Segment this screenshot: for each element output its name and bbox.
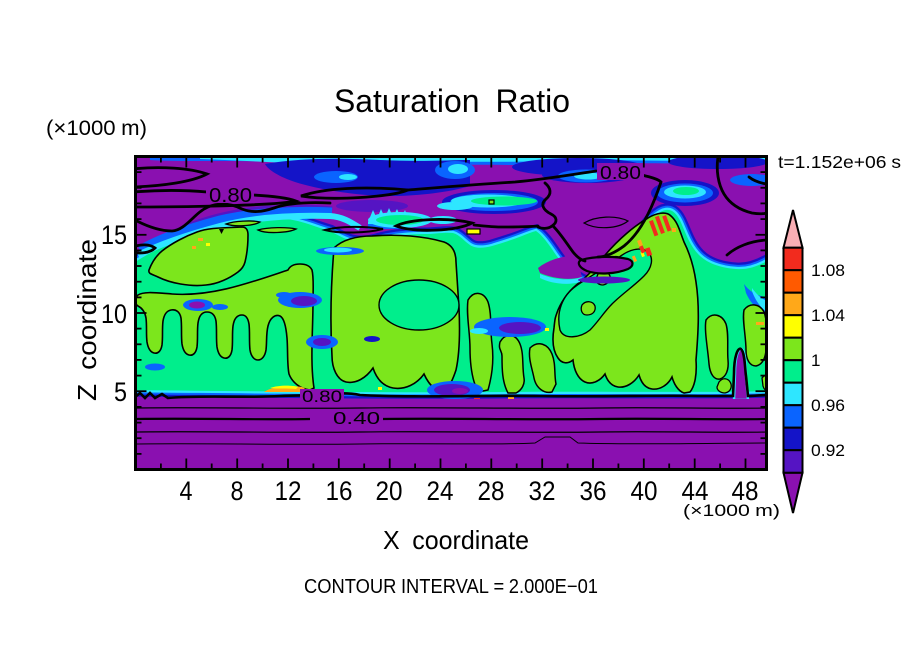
svg-text:X coordinate: X coordinate <box>383 525 529 555</box>
svg-text:0.80: 0.80 <box>302 387 342 406</box>
svg-text:8: 8 <box>231 476 244 506</box>
svg-text:36: 36 <box>580 476 607 506</box>
svg-text:Z coordinate: Z coordinate <box>72 239 102 401</box>
svg-text:1: 1 <box>811 351 820 370</box>
svg-text:(×1000 m): (×1000 m) <box>683 501 780 520</box>
svg-text:10: 10 <box>101 299 127 329</box>
svg-text:CONTOUR INTERVAL = 2.000E−01: CONTOUR INTERVAL = 2.000E−01 <box>304 576 598 598</box>
svg-text:0.80: 0.80 <box>209 185 252 207</box>
svg-text:(×1000 m): (×1000 m) <box>46 117 147 140</box>
svg-text:1.04: 1.04 <box>811 306 845 325</box>
svg-text:5: 5 <box>114 377 127 407</box>
svg-text:15: 15 <box>101 220 127 250</box>
svg-text:20: 20 <box>376 476 403 506</box>
svg-text:44: 44 <box>682 476 709 506</box>
svg-text:4: 4 <box>180 476 193 506</box>
svg-text:0.80: 0.80 <box>600 163 641 183</box>
svg-text:0.92: 0.92 <box>811 441 845 460</box>
svg-text:Saturation Ratio: Saturation Ratio <box>334 83 570 119</box>
svg-text:0.96: 0.96 <box>811 396 845 415</box>
svg-text:t=1.152e+06 s: t=1.152e+06 s <box>778 152 901 172</box>
svg-text:32: 32 <box>529 476 556 506</box>
svg-text:16: 16 <box>326 476 353 506</box>
svg-text:1.08: 1.08 <box>811 261 845 280</box>
svg-text:28: 28 <box>478 476 505 506</box>
svg-text:40: 40 <box>631 476 658 506</box>
svg-text:48: 48 <box>732 476 759 506</box>
svg-text:24: 24 <box>427 476 454 506</box>
svg-text:12: 12 <box>275 476 302 506</box>
svg-text:0.40: 0.40 <box>333 408 380 428</box>
